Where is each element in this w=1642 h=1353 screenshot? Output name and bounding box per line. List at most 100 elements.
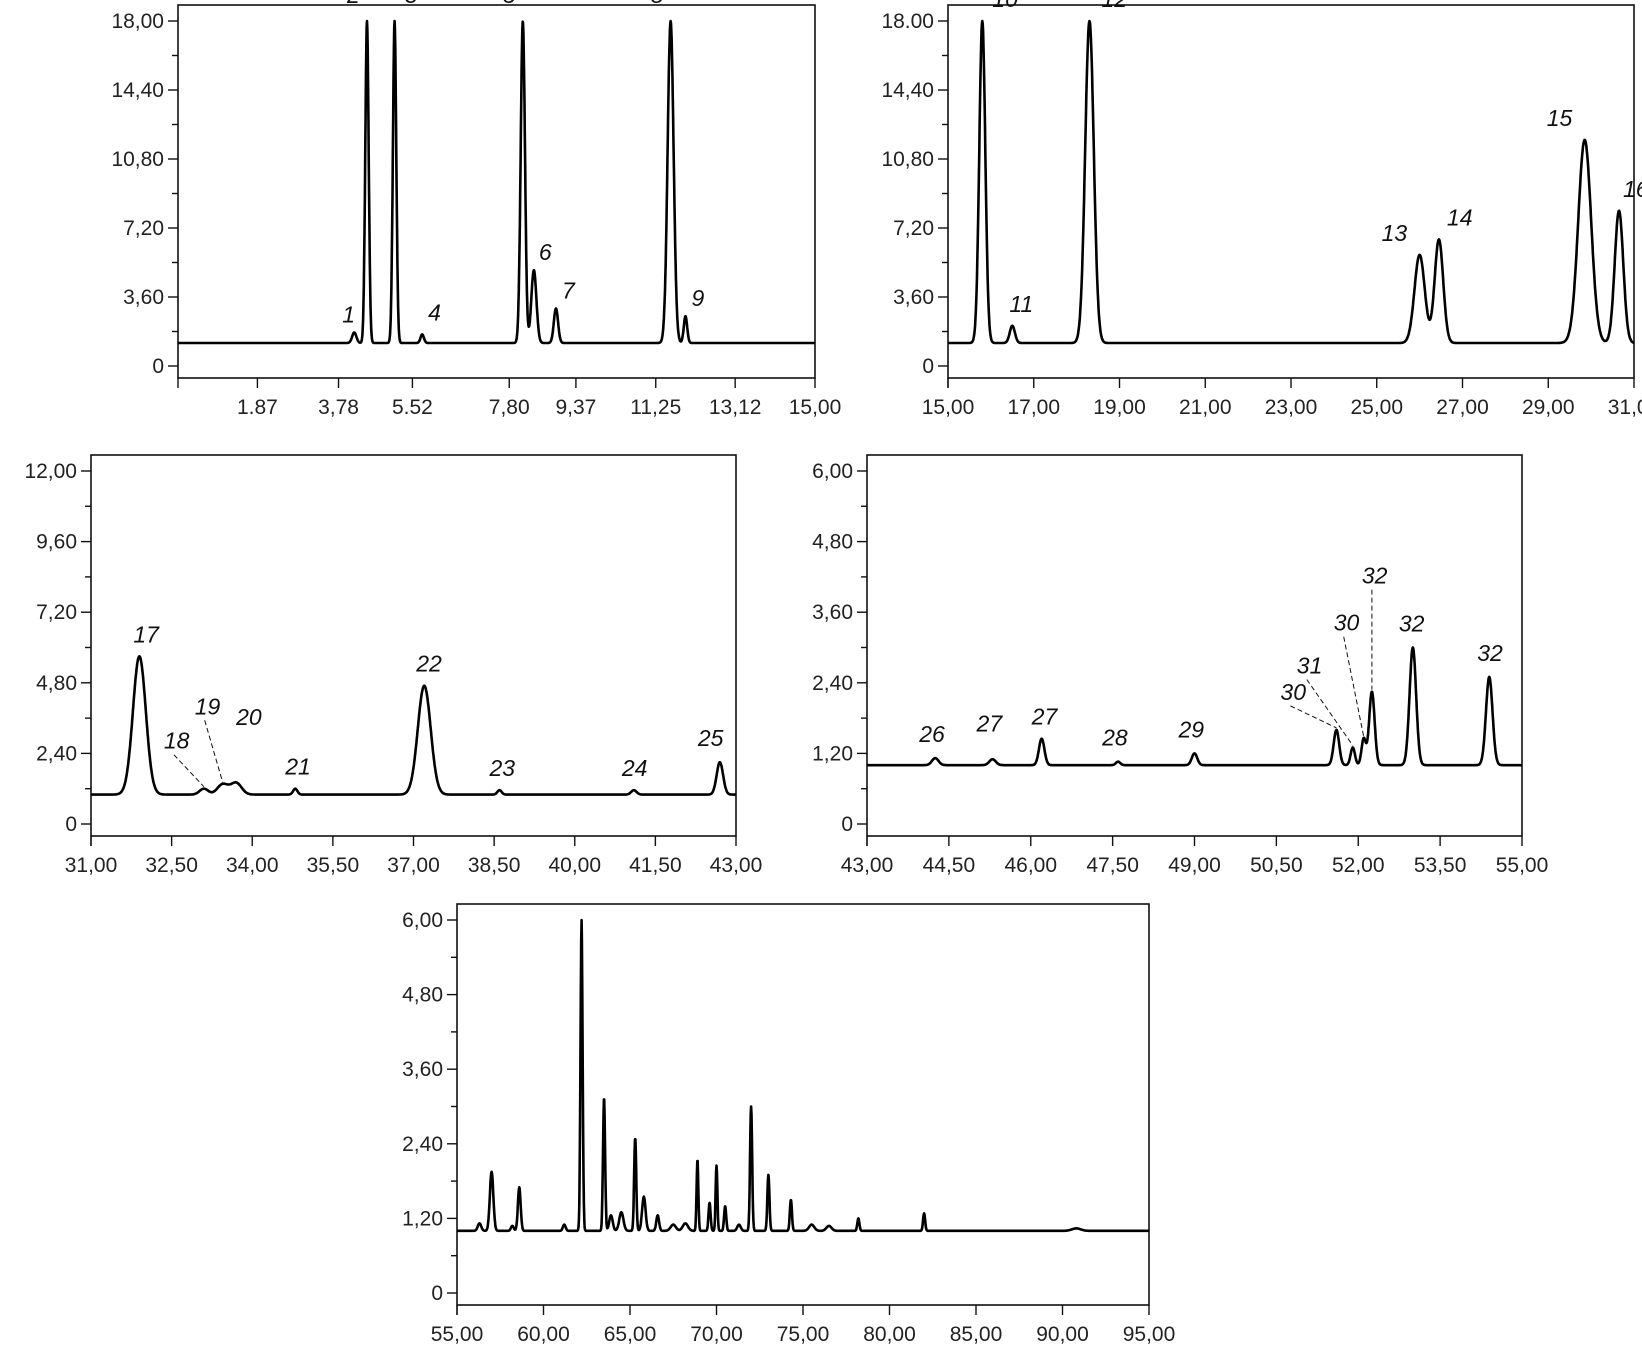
x-tick-label: 47,50 xyxy=(1086,854,1139,877)
x-tick-label: 1.87 xyxy=(237,396,278,419)
chromatogram-trace xyxy=(177,19,816,345)
peak-label: 27 xyxy=(1031,704,1059,730)
peak-label: 32 xyxy=(1399,611,1425,637)
chromatogram-panel-2: 0 3,60 7,20 10,80 14,40 18.00 15,00 17,00 19,00 2… xyxy=(881,0,1642,419)
x-tick-label: 85,00 xyxy=(950,1323,1003,1346)
y-tick-label: 4,80 xyxy=(402,984,443,1007)
x-tick-label: 46,00 xyxy=(1004,854,1057,877)
y-tick-label: 2,40 xyxy=(812,672,853,695)
x-tick-label: 9,37 xyxy=(555,396,596,419)
x-tick-label: 37,00 xyxy=(387,854,440,877)
chromatogram-trace xyxy=(947,19,1635,345)
x-tick-label: 23,00 xyxy=(1265,396,1318,419)
peak-label: 1 xyxy=(342,301,355,327)
x-tick-label: 25,00 xyxy=(1350,396,1403,419)
x-tick-label: 19,00 xyxy=(1093,396,1146,419)
x-tick-label: 49,00 xyxy=(1168,854,1221,877)
peak-label: 13 xyxy=(1382,220,1408,246)
y-tick-label: 18,00 xyxy=(111,10,164,33)
y-tick-label: 7,20 xyxy=(123,217,164,240)
x-tick-label: 80,00 xyxy=(863,1323,916,1346)
x-tick-label: 13,12 xyxy=(709,396,762,419)
y-tick-label: 3,60 xyxy=(123,286,164,309)
peak-label: 23 xyxy=(489,755,516,781)
x-tick-label: 52,00 xyxy=(1332,854,1385,877)
x-tick-label: 95,00 xyxy=(1123,1323,1176,1346)
y-tick-label: 0 xyxy=(922,355,934,378)
y-tick-label: 0 xyxy=(65,813,77,836)
peak-label: 16 xyxy=(1623,176,1642,202)
x-tick-label: 75,00 xyxy=(777,1323,830,1346)
peak-label: 26 xyxy=(918,721,945,747)
chromatogram-trace xyxy=(456,918,1150,1233)
x-tick-label: 27,00 xyxy=(1436,396,1489,419)
chromatogram-panel-1: 0 3,60 7,20 10,80 14,40 18,00 1.87 3,78 5.52 7,80… xyxy=(111,0,841,419)
x-tick-label: 65,00 xyxy=(604,1323,657,1346)
peak-label: 20 xyxy=(235,704,262,730)
x-tick-label: 38,50 xyxy=(468,854,521,877)
peak-label: 32 xyxy=(1362,563,1388,589)
peak-leader-line xyxy=(204,720,224,783)
y-tick-label: 9,60 xyxy=(36,531,77,554)
y-tick-label: 3,60 xyxy=(812,601,853,624)
y-tick-label: 14,40 xyxy=(111,79,164,102)
peak-leader-line xyxy=(1290,705,1337,729)
y-tick-label: 0 xyxy=(431,1282,443,1305)
peak-label: 10 xyxy=(992,0,1018,12)
peak-label: 7 xyxy=(562,278,576,304)
peak-label: 12 xyxy=(1101,0,1127,12)
peak-label: 3 xyxy=(405,0,418,8)
plot-frame xyxy=(866,454,1523,837)
peak-label: 30 xyxy=(1280,679,1306,705)
x-tick-label: 41,50 xyxy=(629,854,682,877)
peak-label: 22 xyxy=(415,651,442,677)
peak-label: 30 xyxy=(1334,610,1360,636)
x-tick-label: 90,00 xyxy=(1036,1323,1089,1346)
x-tick-label: 40,00 xyxy=(548,854,601,877)
chromatogram-panel-4: 0 1,20 2,40 3,60 4,80 6,00 43,00 44,50 46,00 47,5… xyxy=(812,454,1549,877)
y-tick-label: 0 xyxy=(152,355,164,378)
peak-label: 21 xyxy=(284,754,311,780)
peak-label: 19 xyxy=(195,693,221,719)
y-tick-label: 3,60 xyxy=(893,286,934,309)
x-tick-label: 55,00 xyxy=(1496,854,1549,877)
y-tick-label: 6,00 xyxy=(402,909,443,932)
peak-label: 6 xyxy=(539,239,552,265)
y-tick-label: 4,80 xyxy=(812,531,853,554)
peak-label: 4 xyxy=(428,299,441,325)
x-tick-label: 34,00 xyxy=(226,854,279,877)
y-tick-label: 10,80 xyxy=(111,148,164,171)
x-tick-label: 43,00 xyxy=(841,854,894,877)
y-tick-label: 2,40 xyxy=(36,742,77,765)
x-tick-label: 15,00 xyxy=(789,396,842,419)
y-tick-label: 2,40 xyxy=(402,1133,443,1156)
x-tick-label: 35,50 xyxy=(307,854,360,877)
x-tick-label: 5.52 xyxy=(392,396,433,419)
x-tick-label: 31,00 xyxy=(65,854,118,877)
x-tick-label: 15,00 xyxy=(922,396,975,419)
y-tick-label: 7,20 xyxy=(893,217,934,240)
peak-label: 17 xyxy=(133,621,160,647)
x-tick-label: 55,00 xyxy=(431,1323,484,1346)
peak-leader-line xyxy=(1306,679,1354,746)
plot-frame xyxy=(947,4,1635,379)
y-tick-label: 1,20 xyxy=(812,742,853,765)
x-tick-label: 3,78 xyxy=(318,396,359,419)
peak-label: 18 xyxy=(164,728,190,754)
peak-label: 28 xyxy=(1101,725,1128,751)
plot-frame xyxy=(177,4,816,379)
x-tick-label: 50,50 xyxy=(1250,854,1303,877)
y-tick-label: 1,20 xyxy=(402,1207,443,1230)
x-tick-label: 44,50 xyxy=(923,854,976,877)
peak-label: 15 xyxy=(1547,105,1573,131)
peak-label: 5 xyxy=(503,0,516,8)
peak-label: 8 xyxy=(651,0,664,8)
peak-label: 25 xyxy=(697,725,724,751)
peak-label: 24 xyxy=(621,755,648,781)
peak-label: 31 xyxy=(1297,653,1323,679)
y-tick-label: 12,00 xyxy=(24,460,77,483)
x-tick-label: 60,00 xyxy=(517,1323,570,1346)
peak-label: 32 xyxy=(1477,640,1503,666)
x-tick-label: 53,50 xyxy=(1414,854,1467,877)
